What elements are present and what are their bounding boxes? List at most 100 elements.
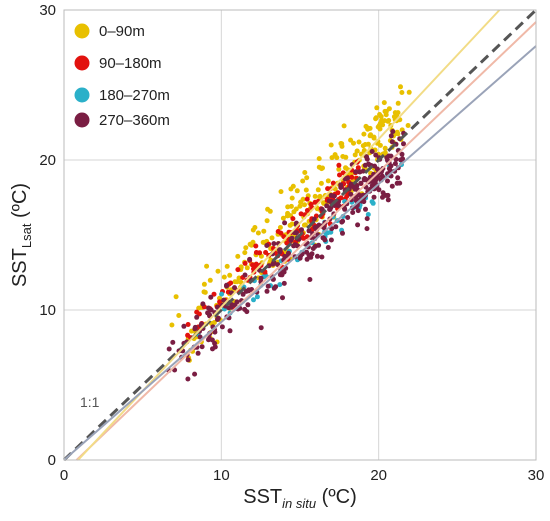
legend-item: 270–360m <box>74 112 170 129</box>
data-point <box>361 177 367 183</box>
data-point <box>264 243 270 248</box>
data-point <box>306 228 312 234</box>
data-point <box>242 250 248 256</box>
data-point <box>391 114 397 120</box>
data-point <box>348 191 354 197</box>
data-point <box>300 196 306 202</box>
data-point <box>355 208 361 214</box>
data-point <box>265 283 271 289</box>
data-point <box>235 267 241 273</box>
legend-label-3: 270–360m <box>99 112 170 129</box>
data-point <box>334 155 340 161</box>
data-point <box>281 280 287 286</box>
data-point <box>386 106 392 112</box>
data-point <box>304 175 310 181</box>
data-point <box>358 180 364 186</box>
data-point <box>240 291 246 297</box>
data-point <box>227 328 233 334</box>
data-point <box>405 123 411 128</box>
data-point <box>364 156 370 162</box>
data-point <box>288 203 294 209</box>
x-tick-label-1: 10 <box>213 467 230 484</box>
data-point <box>343 165 349 171</box>
data-point <box>242 306 248 312</box>
data-point <box>290 216 296 222</box>
data-point <box>270 261 276 267</box>
data-point <box>381 100 387 106</box>
data-point <box>282 253 288 259</box>
data-point <box>369 199 375 205</box>
data-point <box>244 265 250 271</box>
data-point <box>304 196 310 202</box>
data-point <box>357 169 363 175</box>
data-point <box>365 141 371 147</box>
data-point <box>280 295 285 301</box>
data-point <box>254 294 260 300</box>
data-point <box>374 105 380 111</box>
data-point <box>200 301 206 307</box>
y-tick-label-3: 30 <box>39 2 56 19</box>
data-point <box>210 346 215 352</box>
data-point <box>199 344 205 350</box>
data-point <box>385 192 391 198</box>
data-point <box>310 246 316 251</box>
data-point <box>324 203 330 209</box>
data-point <box>333 224 339 230</box>
data-point <box>181 323 187 329</box>
legend-marker-1 <box>74 55 90 71</box>
data-point <box>271 285 277 291</box>
data-point <box>389 183 395 189</box>
data-point <box>385 178 390 184</box>
data-point <box>328 192 334 198</box>
data-point <box>294 230 299 236</box>
data-point <box>312 193 318 199</box>
data-point <box>351 185 357 191</box>
data-point <box>242 272 248 278</box>
data-point <box>258 275 264 281</box>
data-point <box>392 161 398 167</box>
data-point <box>338 141 344 146</box>
data-point <box>341 123 347 129</box>
reference-line-0 <box>62 8 538 462</box>
data-point <box>277 225 283 230</box>
data-point <box>395 175 401 181</box>
data-point <box>224 282 229 288</box>
data-point <box>364 226 370 232</box>
data-point <box>221 297 227 303</box>
data-point <box>304 256 310 262</box>
data-point <box>336 162 342 168</box>
data-point <box>318 180 324 186</box>
reference-lines <box>62 8 538 462</box>
data-point <box>192 371 198 377</box>
data-point <box>328 237 334 243</box>
data-point <box>388 133 394 139</box>
data-point <box>338 195 344 201</box>
data-point <box>363 206 368 212</box>
data-point <box>297 203 303 209</box>
data-point <box>288 237 294 243</box>
data-point <box>267 208 273 214</box>
data-point <box>325 178 331 184</box>
data-point <box>319 254 325 260</box>
data-point <box>302 222 308 228</box>
data-point <box>354 148 360 154</box>
data-point <box>250 262 255 268</box>
y-axis-title: SSTLsat (ºC) <box>9 183 34 287</box>
data-point <box>394 180 400 186</box>
data-point <box>363 123 369 129</box>
data-point <box>201 281 207 287</box>
data-point <box>277 247 283 253</box>
data-point <box>365 212 371 217</box>
data-point <box>379 117 385 123</box>
data-point <box>398 84 403 90</box>
data-point <box>399 151 405 157</box>
data-point <box>315 187 321 193</box>
data-point <box>234 299 240 305</box>
data-point <box>170 339 176 345</box>
legend-marker-3 <box>74 112 90 128</box>
data-point <box>329 155 335 161</box>
x-tick-label-2: 20 <box>370 467 387 484</box>
data-point <box>399 90 405 95</box>
data-point <box>338 182 344 188</box>
data-point <box>275 229 281 234</box>
